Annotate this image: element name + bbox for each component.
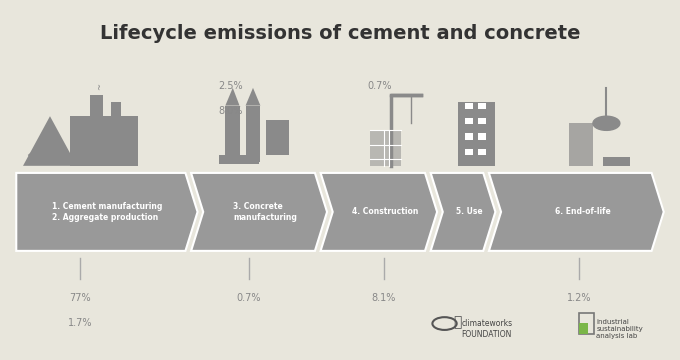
Bar bbox=[464, 149, 473, 155]
Bar bbox=[218, 155, 259, 164]
Text: 8.0%: 8.0% bbox=[218, 105, 243, 116]
Bar bbox=[225, 105, 240, 162]
Polygon shape bbox=[593, 116, 620, 130]
Polygon shape bbox=[23, 116, 77, 166]
Text: 1.7%: 1.7% bbox=[68, 318, 92, 328]
Text: ~: ~ bbox=[95, 83, 104, 90]
Bar bbox=[371, 130, 401, 166]
Text: 0.7%: 0.7% bbox=[237, 293, 261, 303]
Text: Ⓒ: Ⓒ bbox=[453, 315, 462, 329]
Bar bbox=[579, 313, 594, 334]
Polygon shape bbox=[489, 173, 664, 251]
Bar bbox=[478, 149, 486, 155]
Text: climateworks
FOUNDATION: climateworks FOUNDATION bbox=[462, 319, 513, 338]
Bar bbox=[569, 123, 593, 166]
Bar bbox=[464, 103, 473, 109]
Polygon shape bbox=[245, 88, 260, 105]
Text: 5. Use: 5. Use bbox=[456, 207, 482, 216]
Polygon shape bbox=[16, 173, 198, 251]
Polygon shape bbox=[430, 173, 496, 251]
Bar bbox=[464, 118, 473, 125]
Bar bbox=[90, 95, 103, 116]
Bar bbox=[245, 105, 260, 162]
Text: 4. Construction: 4. Construction bbox=[352, 207, 418, 216]
Bar bbox=[478, 134, 486, 140]
Bar bbox=[458, 102, 495, 166]
Polygon shape bbox=[191, 173, 327, 251]
Text: Lifecycle emissions of cement and concrete: Lifecycle emissions of cement and concre… bbox=[100, 24, 580, 43]
Text: industrial
sustainability
analysis lab: industrial sustainability analysis lab bbox=[596, 319, 643, 339]
Bar bbox=[111, 102, 121, 116]
Polygon shape bbox=[320, 173, 437, 251]
Bar bbox=[579, 323, 588, 334]
Text: 1. Cement manufacturing
2. Aggregate production: 1. Cement manufacturing 2. Aggregate pro… bbox=[52, 202, 162, 222]
Text: 3. Concrete
manufacturing: 3. Concrete manufacturing bbox=[233, 202, 297, 222]
Text: 2.5%: 2.5% bbox=[218, 81, 243, 91]
Bar bbox=[478, 103, 486, 109]
Polygon shape bbox=[225, 88, 239, 105]
Text: 1.2%: 1.2% bbox=[567, 293, 592, 303]
Text: 0.7%: 0.7% bbox=[367, 81, 392, 91]
Bar bbox=[603, 157, 630, 166]
Text: 6. End-of-life: 6. End-of-life bbox=[554, 207, 610, 216]
Bar bbox=[266, 120, 290, 155]
Text: 77%: 77% bbox=[69, 293, 91, 303]
Text: 8.1%: 8.1% bbox=[372, 293, 396, 303]
Bar bbox=[478, 118, 486, 125]
Bar bbox=[464, 134, 473, 140]
Bar bbox=[70, 116, 137, 166]
